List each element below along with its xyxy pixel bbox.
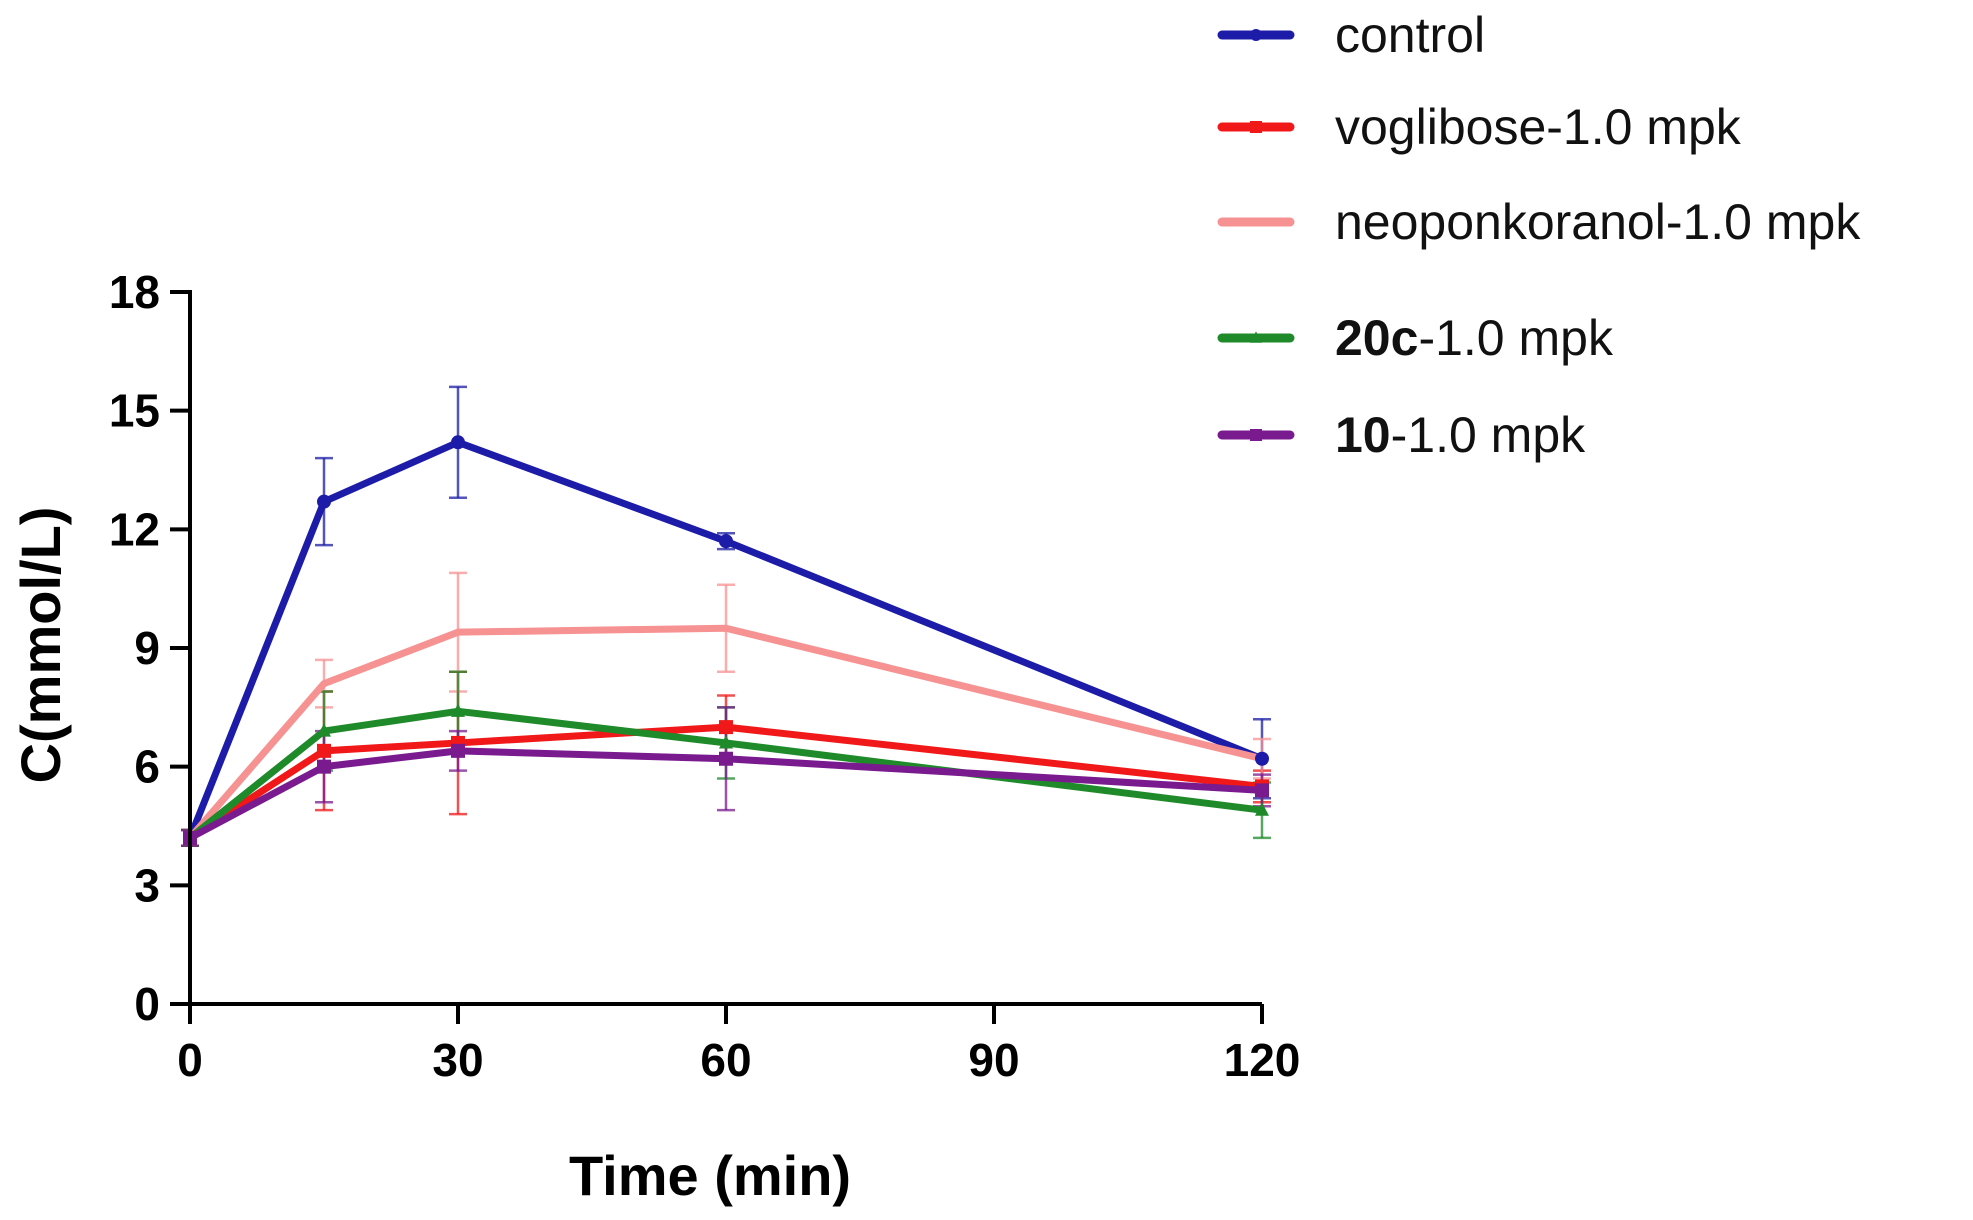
legend-item-0: control — [1217, 7, 1485, 63]
x-tick-label: 60 — [700, 1034, 751, 1086]
legend-label-text: control — [1335, 7, 1485, 63]
data-point — [451, 703, 465, 717]
y-tick-label: 3 — [134, 859, 160, 911]
y-axis-title: C(mmol/L) — [9, 507, 72, 784]
y-tick-label: 6 — [134, 741, 160, 793]
y-tick-label: 15 — [109, 385, 160, 437]
data-point — [719, 720, 733, 735]
legend-label-bold: 20c — [1335, 310, 1418, 366]
x-tick-label: 120 — [1224, 1034, 1301, 1086]
y-tick-label: 18 — [109, 266, 160, 318]
data-point — [317, 494, 331, 509]
legend-item-3: 20c-1.0 mpk — [1217, 310, 1614, 366]
data-point — [1250, 429, 1262, 441]
data-point — [719, 534, 733, 549]
x-tick-label: 30 — [432, 1034, 483, 1086]
axes: 0 3 6 9 12 15 18 0 30 60 90 120 — [109, 266, 1301, 1086]
series-line-2 — [186, 624, 1266, 842]
data-point — [451, 435, 465, 450]
data-point — [317, 723, 331, 737]
data-point — [317, 743, 331, 758]
data-point — [1255, 751, 1269, 766]
series-markers-4 — [183, 743, 1269, 845]
x-tick-label: 90 — [968, 1034, 1019, 1086]
data-point — [1250, 121, 1262, 133]
y-tick-label: 12 — [109, 503, 160, 555]
x-axis-title: Time (min) — [569, 1144, 851, 1207]
x-tick-label: 0 — [177, 1034, 203, 1086]
legend-label: voglibose-1.0 mpk — [1335, 99, 1742, 155]
legend-label: control — [1335, 7, 1485, 63]
data-point — [1250, 29, 1262, 41]
legend-label: 20c-1.0 mpk — [1335, 310, 1614, 366]
legend-item-2: neoponkoranol-1.0 mpk — [1217, 194, 1861, 250]
legend-label-bold: 10 — [1335, 407, 1391, 463]
y-tick-label: 9 — [134, 622, 160, 674]
data-point — [719, 735, 733, 749]
data-point — [1250, 331, 1262, 343]
data-point — [1255, 783, 1269, 798]
legend-label-text: neoponkoranol-1.0 mpk — [1335, 194, 1861, 250]
y-tick-label: 0 — [134, 978, 160, 1030]
data-point — [1255, 802, 1269, 816]
data-point — [451, 743, 465, 758]
legend-label: 10-1.0 mpk — [1335, 407, 1586, 463]
legend-item-1: voglibose-1.0 mpk — [1217, 99, 1742, 155]
legend-label-text: voglibose-1.0 mpk — [1335, 99, 1742, 155]
legend: control voglibose-1.0 mpk neoponkoranol-1.… — [1217, 7, 1861, 463]
legend-label: neoponkoranol-1.0 mpk — [1335, 194, 1861, 250]
legend-item-4: 10-1.0 mpk — [1217, 407, 1586, 463]
legend-label-text: -1.0 mpk — [1418, 310, 1614, 366]
legend-label-text: -1.0 mpk — [1391, 407, 1587, 463]
plot-area — [181, 385, 1271, 848]
data-point — [719, 751, 733, 766]
data-point — [317, 759, 331, 774]
